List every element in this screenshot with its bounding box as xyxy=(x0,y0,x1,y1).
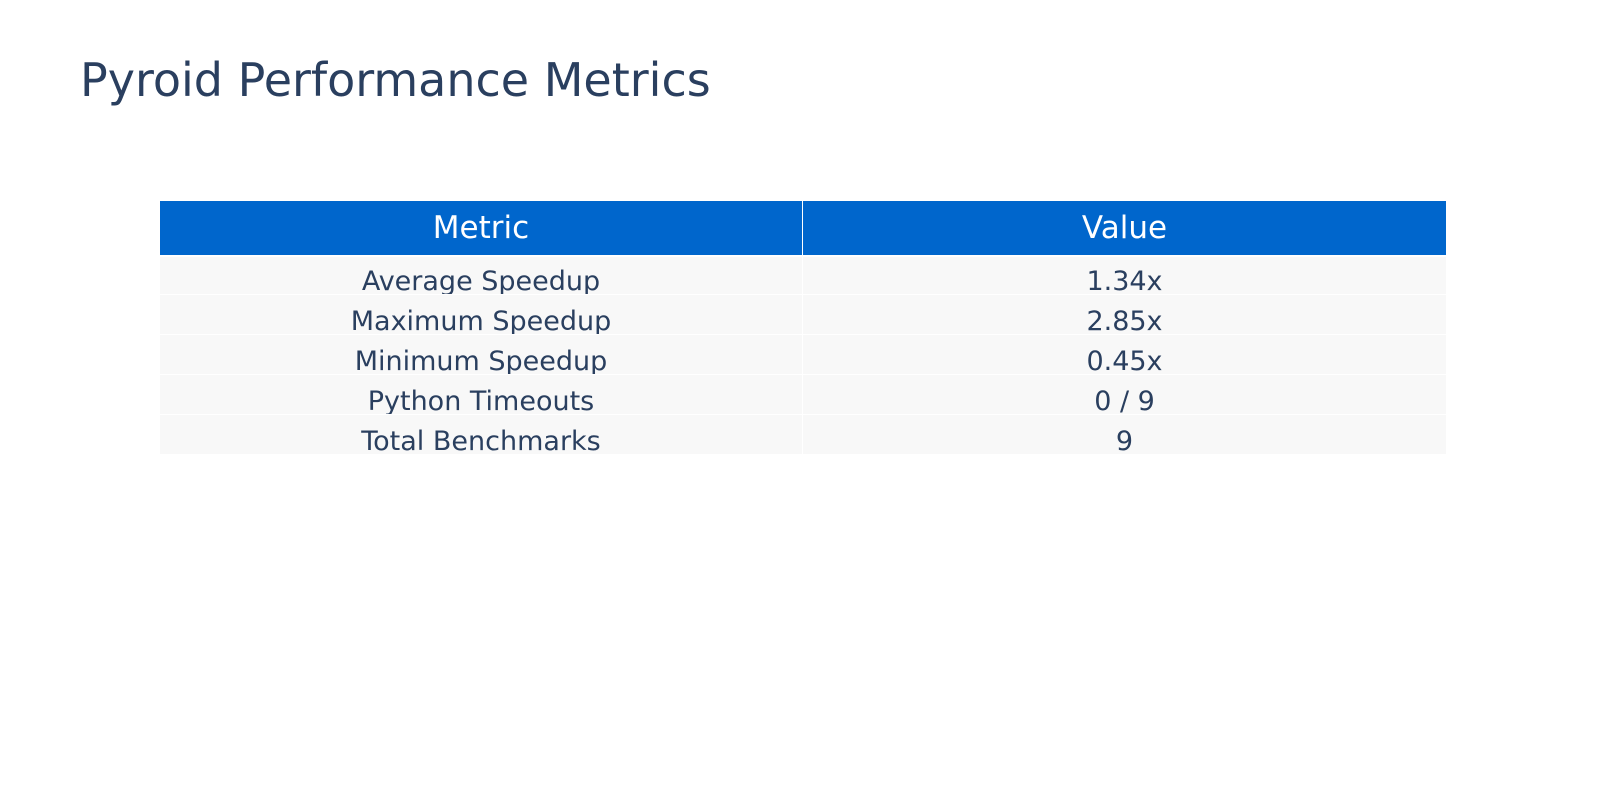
value-cell-text: 0 / 9 xyxy=(1094,386,1155,415)
column-header-metric: Metric xyxy=(160,201,803,255)
metric-cell-text: Maximum Speedup xyxy=(350,306,612,335)
metrics-table: Metric Value Average Speedup 1.34x Maxim… xyxy=(160,201,1446,455)
value-cell: 1.34x xyxy=(803,255,1446,295)
column-header-value: Value xyxy=(803,201,1446,255)
value-cell-text: 1.34x xyxy=(1086,266,1163,295)
value-cell-text: 0.45x xyxy=(1086,346,1163,375)
metric-cell: Minimum Speedup xyxy=(160,335,803,375)
metric-cell-text: Python Timeouts xyxy=(367,386,595,415)
value-cell: 0 / 9 xyxy=(803,375,1446,415)
chart-title: Pyroid Performance Metrics xyxy=(80,53,711,107)
value-cell: 9 xyxy=(803,415,1446,455)
table-row: Average Speedup 1.34x xyxy=(160,255,1446,295)
metrics-table-container: Metric Value Average Speedup 1.34x Maxim… xyxy=(160,201,1446,455)
metric-cell-text: Average Speedup xyxy=(361,266,601,295)
metric-cell: Maximum Speedup xyxy=(160,295,803,335)
value-cell-text: 9 xyxy=(1115,426,1134,455)
table-header-row: Metric Value xyxy=(160,201,1446,255)
metric-cell-text: Minimum Speedup xyxy=(354,346,608,375)
metric-cell: Total Benchmarks xyxy=(160,415,803,455)
metric-cell: Average Speedup xyxy=(160,255,803,295)
metric-cell-text: Total Benchmarks xyxy=(361,426,601,455)
table-row: Total Benchmarks 9 xyxy=(160,415,1446,455)
metric-cell: Python Timeouts xyxy=(160,375,803,415)
table-row: Minimum Speedup 0.45x xyxy=(160,335,1446,375)
table-row: Python Timeouts 0 / 9 xyxy=(160,375,1446,415)
value-cell-text: 2.85x xyxy=(1086,306,1163,335)
value-cell: 0.45x xyxy=(803,335,1446,375)
value-cell: 2.85x xyxy=(803,295,1446,335)
table-row: Maximum Speedup 2.85x xyxy=(160,295,1446,335)
